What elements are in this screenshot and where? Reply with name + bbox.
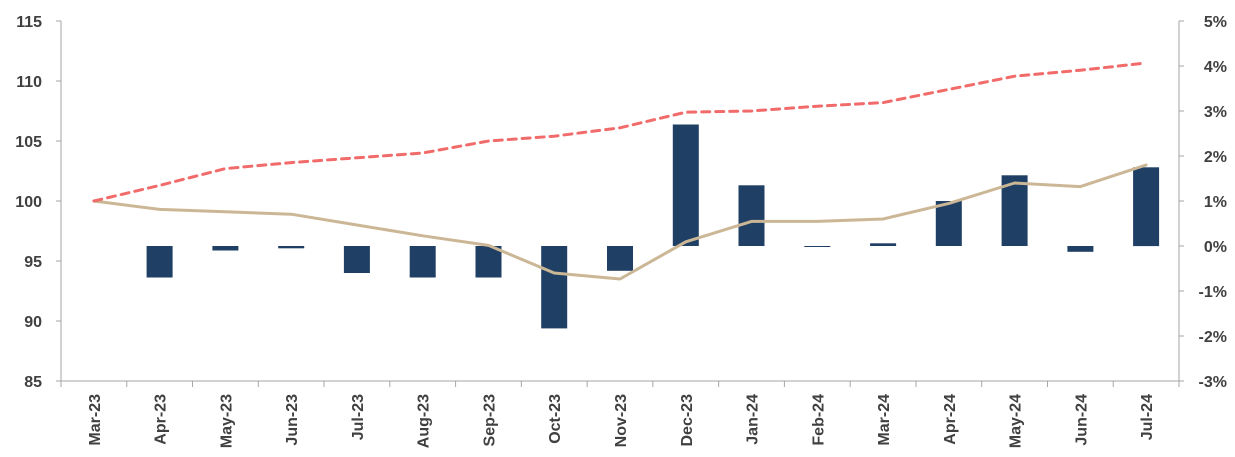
x-tick-label: Jul-24 [1139, 394, 1156, 440]
x-tick-label: Oct-23 [547, 394, 564, 444]
bar-Jan-24 [738, 185, 765, 246]
right-tick-label: -1% [1199, 284, 1227, 301]
bar-Mar-24 [870, 243, 897, 246]
x-tick-label: May-23 [218, 394, 235, 448]
right-tick-label: 4% [1204, 59, 1227, 76]
x-tick-label: Feb-24 [810, 394, 827, 446]
bar-Jun-24 [1067, 246, 1094, 252]
x-tick-label: Sep-23 [481, 394, 498, 447]
left-tick-label: 105 [15, 134, 42, 151]
solid-line-series [92, 163, 1148, 281]
bar-Dec-23 [672, 124, 699, 246]
x-tick-label: Jul-23 [350, 394, 367, 440]
x-tick-label: May-24 [1008, 394, 1025, 448]
left-tick-label: 95 [24, 254, 42, 271]
bar-Oct-23 [541, 246, 568, 329]
line-series [92, 61, 1148, 281]
right-tick-label: 5% [1204, 14, 1227, 31]
x-tick-label: Mar-23 [87, 394, 104, 446]
bar-May-23 [212, 246, 239, 251]
right-tick-label: -3% [1199, 374, 1227, 391]
left-tick-label: 90 [24, 314, 42, 331]
bar-series [146, 124, 1160, 329]
right-tick-label: 1% [1204, 194, 1227, 211]
tick-labels: 85 90 95 100 105 110 115 -3% -2% -1% 0% 1% 2% 3% 4% 5% M… [15, 14, 1227, 448]
right-tick-label: -2% [1199, 329, 1227, 346]
x-tick-label: Jan-24 [745, 394, 762, 445]
left-tick-label: 110 [16, 74, 42, 91]
x-tick-label: Jun-24 [1073, 394, 1090, 446]
x-tick-label: Jun-23 [284, 394, 301, 446]
x-tick-label: Apr-23 [153, 394, 170, 445]
bar-Aug-23 [409, 246, 436, 278]
left-tick-label: 100 [15, 194, 42, 211]
x-tick-label: Dec-23 [679, 394, 696, 447]
left-tick-label: 85 [24, 374, 42, 391]
bar-Feb-24 [804, 246, 831, 247]
dashed-line-series [92, 61, 1148, 203]
right-tick-label: 0% [1204, 239, 1227, 256]
x-tick-label: Apr-24 [942, 394, 959, 445]
axes [56, 20, 1184, 387]
right-tick-label: 3% [1204, 104, 1227, 121]
bar-Jun-23 [278, 246, 305, 249]
bar-Sep-23 [475, 246, 502, 278]
bar-Apr-23 [146, 246, 173, 278]
x-tick-label: Aug-23 [416, 394, 433, 448]
bar-Apr-24 [935, 201, 962, 246]
x-tick-label: Nov-23 [613, 394, 630, 447]
right-tick-label: 2% [1204, 149, 1227, 166]
bar-Jul-23 [343, 246, 370, 273]
bar-Nov-23 [607, 246, 633, 271]
bar-Jul-24 [1133, 167, 1160, 247]
left-tick-label: 115 [16, 14, 42, 31]
x-tick-label: Mar-24 [876, 394, 893, 446]
